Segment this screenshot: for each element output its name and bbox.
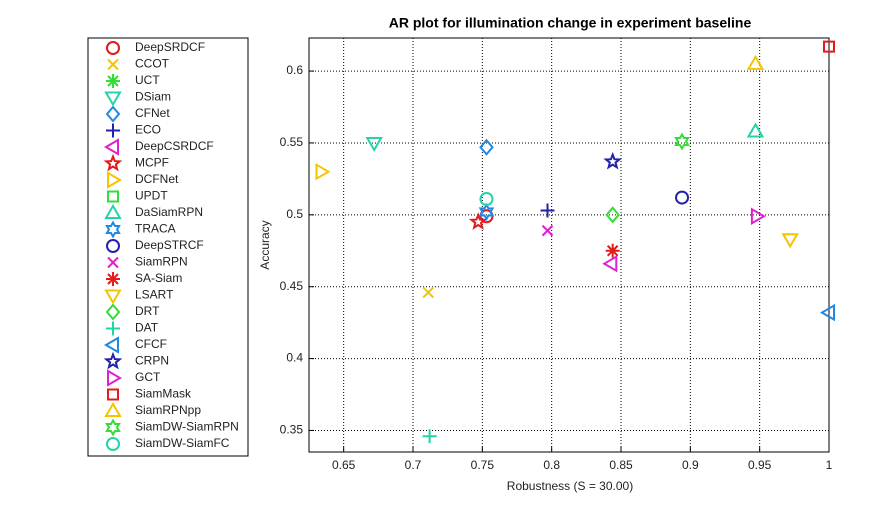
x-tick-label: 0.85: [609, 458, 633, 472]
data-point: [823, 40, 835, 53]
y-tick-label: 0.4: [286, 351, 303, 365]
legend-marker: [107, 58, 119, 71]
legend-marker: [105, 41, 121, 55]
y-tick-label: 0.6: [286, 63, 303, 77]
legend-label: SiamMask: [135, 387, 192, 401]
y-tick-label: 0.45: [280, 279, 304, 293]
legend-marker: [103, 153, 123, 172]
legend-marker: [104, 336, 119, 354]
legend-marker: [105, 437, 121, 451]
legend-label: CRPN: [135, 354, 169, 368]
legend-marker: [104, 138, 119, 156]
legend-label: DCFNet: [135, 172, 179, 186]
legend-label: DAT: [135, 321, 159, 335]
y-tick-label: 0.35: [280, 423, 304, 437]
legend-label: DRT: [135, 304, 160, 318]
x-tick-label: 0.65: [332, 458, 356, 472]
legend-label: ECO: [135, 123, 161, 137]
legend-label: DeepSTRCF: [135, 238, 204, 252]
legend-label: CCOT: [135, 57, 170, 71]
legend-label: UCT: [135, 73, 160, 87]
x-tick-label: 0.8: [543, 458, 560, 472]
data-point: [479, 138, 494, 156]
x-tick-label: 0.9: [682, 458, 699, 472]
legend-marker: [105, 105, 121, 123]
legend-marker: [104, 204, 122, 219]
data-point: [746, 122, 765, 138]
legend-label: DeepCSRDCF: [135, 139, 214, 153]
legend-marker: [104, 91, 122, 107]
plot-frame: [308, 37, 830, 453]
legend-marker: [107, 190, 119, 203]
legend-label: SiamDW-SiamFC: [135, 436, 230, 450]
legend-marker: [104, 402, 122, 417]
y-tick-label: 0.55: [280, 135, 304, 149]
data-point: [365, 136, 383, 152]
y-axis-label: Accuracy: [258, 220, 272, 269]
data-point: [422, 429, 437, 444]
legend-label: TRACA: [135, 222, 176, 236]
legend-label: CFNet: [135, 106, 170, 120]
legend-marker: [106, 321, 120, 336]
legend-marker: [104, 289, 122, 305]
legend-label: CFCF: [135, 337, 167, 351]
legend-marker: [107, 388, 119, 401]
legend-marker: [106, 272, 120, 286]
data-point: [602, 254, 618, 273]
x-axis-label: Robustness (S = 30.00): [507, 479, 633, 493]
data-point: [478, 202, 495, 221]
legend-marker: [105, 239, 121, 253]
x-tick-label: 0.7: [405, 458, 422, 472]
data-point: [750, 207, 766, 225]
legend-marker: [103, 351, 123, 370]
data-point: [468, 212, 488, 230]
legend-marker: [106, 74, 120, 88]
legend-label: DSiam: [135, 90, 171, 104]
data-point: [675, 190, 690, 205]
legend-label: SiamRPNpp: [135, 403, 201, 417]
legend-marker: [107, 171, 122, 189]
legend-label: DaSiamRPN: [135, 205, 203, 219]
legend-label: MCPF: [135, 156, 169, 170]
legend-label: SiamRPN: [135, 255, 188, 269]
legend-label: UPDT: [135, 189, 168, 203]
legend-label: SA-Siam: [135, 271, 182, 285]
data-point: [820, 303, 835, 322]
x-tick-label: 1: [826, 458, 833, 472]
chart-title: AR plot for illumination change in exper…: [389, 15, 752, 31]
legend-marker: [107, 256, 119, 269]
data-point: [541, 224, 554, 237]
legend-marker: [106, 123, 120, 138]
data-point: [603, 151, 622, 170]
data-point: [746, 54, 765, 70]
y-tick-label: 0.5: [286, 207, 303, 221]
data-point: [422, 286, 434, 299]
legend-label: LSART: [135, 288, 174, 302]
legend-marker: [105, 303, 121, 321]
legend-marker: [105, 418, 121, 437]
data-point: [540, 203, 555, 218]
data-point: [781, 233, 799, 249]
data-point: [479, 192, 494, 206]
legend-marker: [105, 220, 121, 239]
data-point: [674, 132, 690, 151]
legend-label: DeepSRDCF: [135, 40, 205, 54]
legend-marker: [107, 369, 122, 387]
data-point: [605, 206, 620, 224]
data-point: [315, 162, 331, 181]
legend-label: SiamDW-SiamRPN: [135, 420, 239, 434]
x-tick-label: 0.75: [471, 458, 495, 472]
data-point: [605, 243, 620, 258]
legend-label: GCT: [135, 370, 161, 384]
x-tick-label: 0.95: [748, 458, 772, 472]
